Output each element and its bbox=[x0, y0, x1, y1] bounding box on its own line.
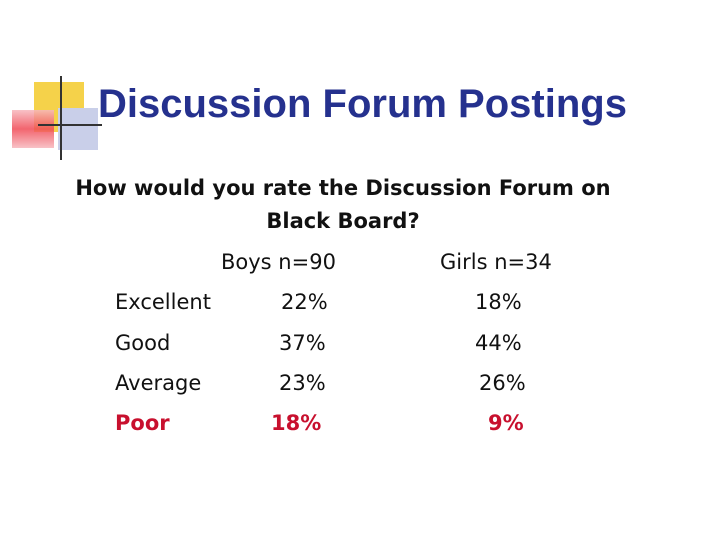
decor-horizontal-line bbox=[38, 124, 102, 126]
question-line-1: How would you rate the Discussion Forum … bbox=[75, 176, 611, 200]
girls-average: 26% bbox=[479, 371, 526, 395]
row-label-good: Good bbox=[115, 331, 171, 355]
slide-title: Discussion Forum Postings bbox=[98, 82, 627, 126]
boys-poor: 18% bbox=[271, 411, 322, 435]
boys-excellent: 22% bbox=[281, 290, 328, 314]
decor-blue-square bbox=[58, 108, 98, 150]
row-label-average: Average bbox=[115, 371, 202, 395]
survey-question: How would you rate the Discussion Forum … bbox=[60, 172, 626, 238]
boys-good: 37% bbox=[279, 331, 326, 355]
girls-poor: 9% bbox=[488, 411, 524, 435]
decor-vertical-line bbox=[60, 76, 62, 160]
question-line-2: Black Board? bbox=[266, 209, 420, 233]
row-label-poor: Poor bbox=[115, 411, 170, 435]
header-girls: Girls n=34 bbox=[440, 250, 552, 274]
decor-red-square bbox=[12, 110, 54, 148]
header-boys: Boys n=90 bbox=[221, 250, 336, 274]
boys-average: 23% bbox=[279, 371, 326, 395]
row-label-excellent: Excellent bbox=[115, 290, 211, 314]
girls-good: 44% bbox=[475, 331, 522, 355]
girls-excellent: 18% bbox=[475, 290, 522, 314]
